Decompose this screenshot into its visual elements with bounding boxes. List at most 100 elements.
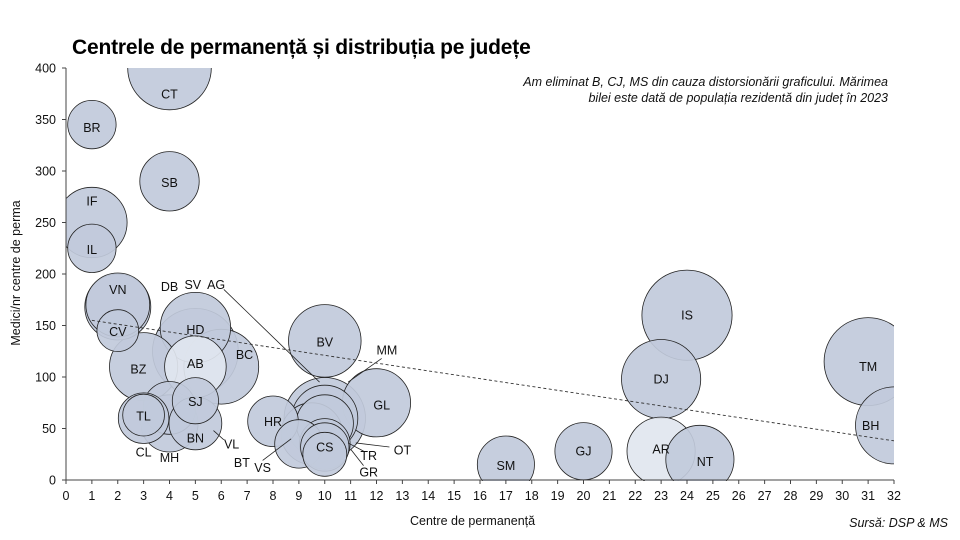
x-tick-label-7: 7 — [244, 489, 251, 503]
x-tick-label-2: 2 — [114, 489, 121, 503]
x-tick-label-3: 3 — [140, 489, 147, 503]
x-tick-label-27: 27 — [758, 489, 772, 503]
bubble-label-bh: BH — [862, 419, 879, 433]
chart-title: Centrele de permanență și distribuția pe… — [72, 36, 531, 59]
x-tick-label-23: 23 — [654, 489, 668, 503]
y-tick-label-100: 100 — [35, 371, 56, 385]
bubble-label-cl: CL — [136, 446, 152, 460]
bubble-label-dj: DJ — [653, 373, 668, 387]
bubble-labels: CT BR SB IF IL VN DB SV AG CV HD BV MM BC AB BZ IS TM DJ SJ… — [83, 87, 879, 479]
bubble-sb — [139, 151, 200, 212]
bubble-label-sv: SV — [184, 278, 201, 292]
bubble-label-mm: MM — [376, 344, 397, 358]
y-tick-label-50: 50 — [42, 422, 56, 436]
x-tick-label-22: 22 — [628, 489, 642, 503]
bubble-label-ag: AG — [207, 278, 225, 292]
x-tick-label-1: 1 — [88, 489, 95, 503]
x-tick-label-4: 4 — [166, 489, 173, 503]
bubble-br — [67, 99, 117, 150]
bubble-bv — [288, 304, 362, 378]
y-tick-label-400: 400 — [35, 62, 56, 76]
leader-lines — [213, 289, 390, 466]
bubble-label-bc: BC — [236, 348, 253, 362]
bubble-label-vs: VS — [254, 461, 271, 475]
bubble-label-bt: BT — [234, 456, 250, 470]
bubbles-layer — [66, 68, 894, 481]
bubble-label-hd: HD — [186, 323, 204, 337]
bubble-label-gr: GR — [359, 465, 378, 479]
bubble-label-cs: CS — [316, 441, 333, 455]
leader-line-6 — [213, 430, 225, 441]
x-tick-label-9: 9 — [295, 489, 302, 503]
bubble-gr — [302, 431, 348, 477]
bubble-label-cv: CV — [109, 325, 127, 339]
bubble-label-il: IL — [87, 243, 97, 257]
bubble-label-vl: VL — [224, 437, 239, 451]
bubble-label-db: DB — [161, 280, 178, 294]
y-tick-label-200: 200 — [35, 268, 56, 282]
y-tick-label-150: 150 — [35, 319, 56, 333]
bubble-label-ot: OT — [394, 444, 412, 458]
source-note: Sursă: DSP & MS — [849, 516, 948, 530]
bubble-il — [67, 223, 117, 273]
x-tick-label-30: 30 — [835, 489, 849, 503]
x-tick-label-16: 16 — [473, 489, 487, 503]
x-tick-label-28: 28 — [784, 489, 798, 503]
bubble-label-gj: GJ — [576, 445, 592, 459]
bubble-label-ab: AB — [187, 357, 204, 371]
x-tick-label-10: 10 — [318, 489, 332, 503]
leader-line-5 — [347, 442, 364, 452]
x-tick-label-12: 12 — [370, 489, 384, 503]
x-tick-label-29: 29 — [809, 489, 823, 503]
x-tick-label-13: 13 — [395, 489, 409, 503]
bubble-sj — [171, 377, 219, 425]
x-tick-label-8: 8 — [270, 489, 277, 503]
bubble-nt — [665, 424, 735, 481]
x-tick-label-20: 20 — [577, 489, 591, 503]
x-tick-label-19: 19 — [551, 489, 565, 503]
bubble-label-sj: SJ — [188, 395, 203, 409]
bubble-label-tm: TM — [859, 360, 877, 374]
bubble-label-hr: HR — [264, 415, 282, 429]
x-tick-label-15: 15 — [447, 489, 461, 503]
y-tick-label-350: 350 — [35, 113, 56, 127]
leader-line-3 — [355, 442, 390, 448]
x-tick-label-6: 6 — [218, 489, 225, 503]
bubble-sm — [476, 435, 535, 481]
x-tick-label-11: 11 — [344, 489, 357, 503]
y-tick-label-250: 250 — [35, 216, 56, 230]
bubble-label-bv: BV — [316, 336, 333, 350]
bubble-label-sb: SB — [161, 176, 178, 190]
y-tick-label-300: 300 — [35, 165, 56, 179]
bubble-label-sm: SM — [497, 459, 516, 473]
x-tick-label-21: 21 — [602, 489, 616, 503]
bubble-label-nt: NT — [697, 455, 714, 469]
x-tick-label-31: 31 — [861, 489, 875, 503]
bubble-label-br: BR — [83, 121, 100, 135]
bubble-label-ar: AR — [652, 443, 669, 457]
bubble-label-mh: MH — [160, 451, 179, 465]
bubble-label-gl: GL — [373, 398, 390, 412]
bubble-label-tl: TL — [136, 410, 151, 424]
x-tick-label-14: 14 — [421, 489, 435, 503]
bubble-label-bn: BN — [187, 431, 204, 445]
leader-line-4 — [350, 448, 364, 466]
leader-line-0 — [223, 289, 320, 383]
x-tick-label-17: 17 — [499, 489, 513, 503]
leader-line-2 — [262, 438, 292, 461]
x-tick-label-32: 32 — [887, 489, 901, 503]
leader-line-1 — [347, 358, 382, 383]
y-tick-label-0: 0 — [49, 474, 56, 488]
chart-note: Am eliminat B, CJ, MS din cauza distorsi… — [523, 75, 888, 105]
x-tick-label-0: 0 — [63, 489, 70, 503]
bubble-label-if: IF — [86, 194, 97, 208]
x-tick-label-5: 5 — [192, 489, 199, 503]
x-tick-label-24: 24 — [680, 489, 694, 503]
bubble-cv — [96, 309, 140, 352]
bubble-label-is: IS — [681, 309, 693, 323]
bubble-label-vn: VN — [109, 283, 126, 297]
y-axis-title: Medici/nr centre de perma — [9, 200, 23, 346]
bubble-label-bz: BZ — [130, 362, 146, 376]
